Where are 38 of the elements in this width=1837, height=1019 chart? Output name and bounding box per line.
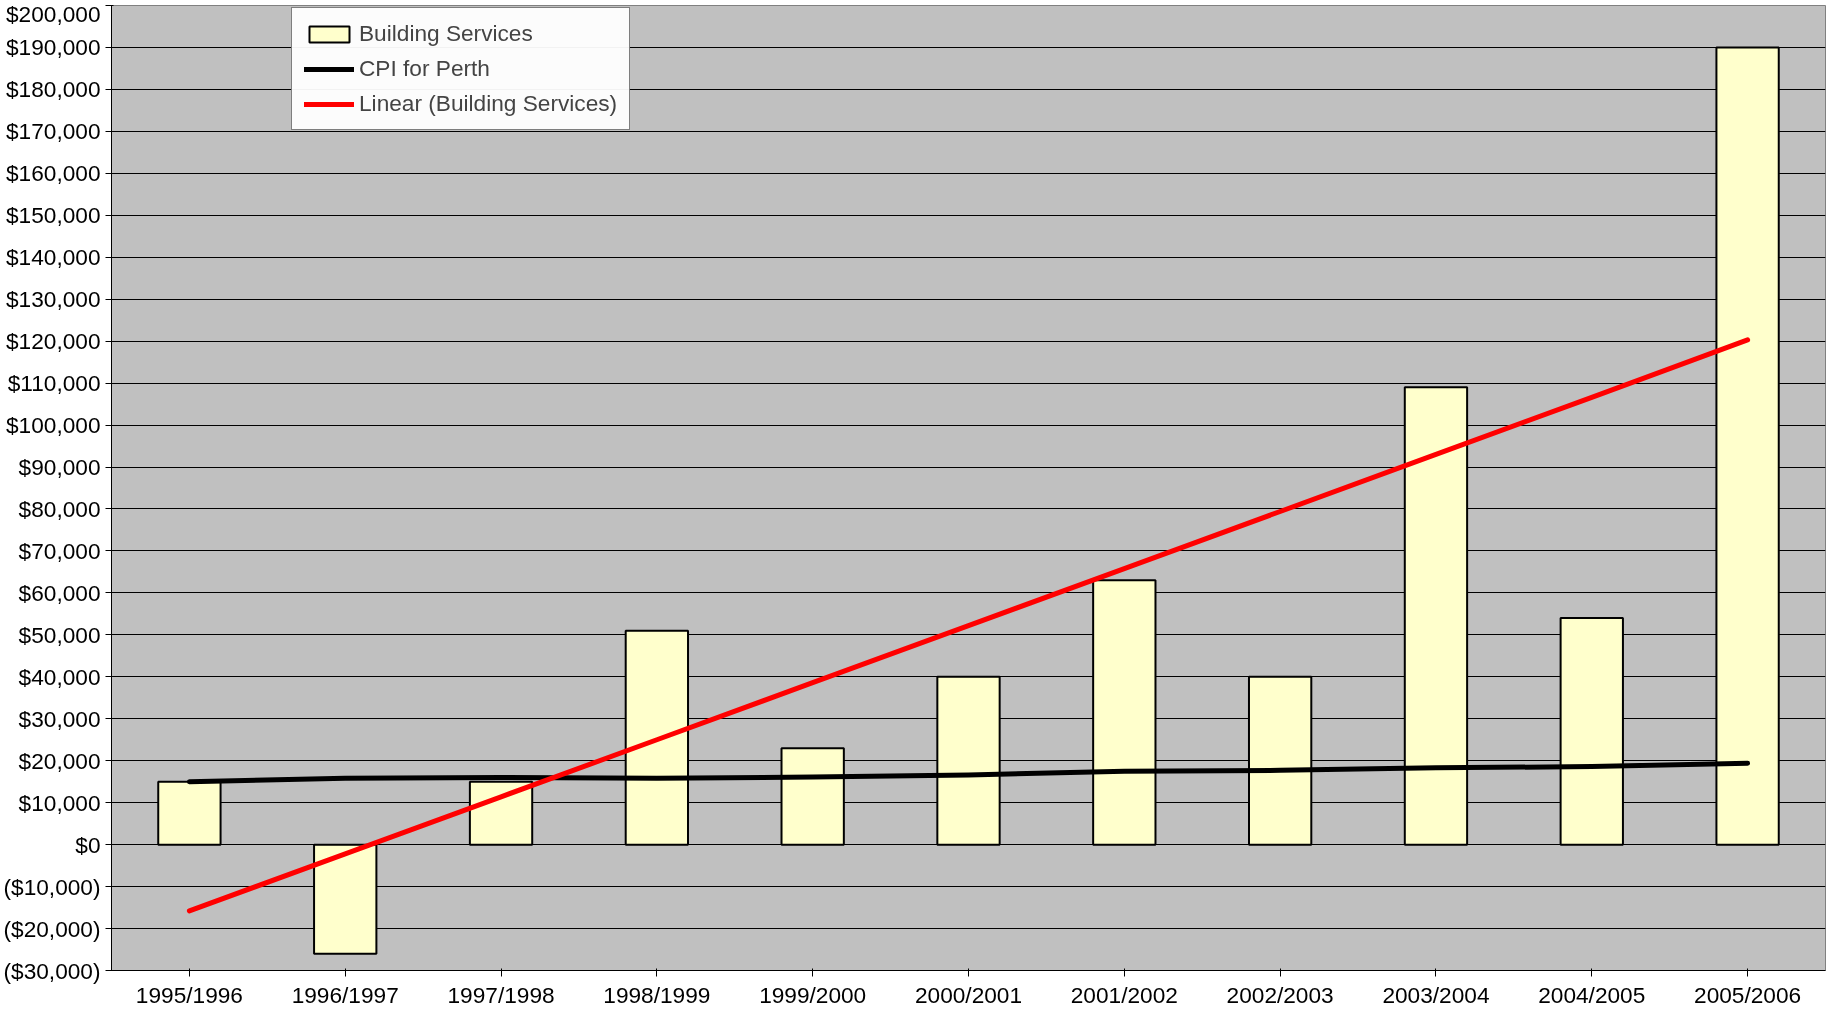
y-tick-label: $80,000 bbox=[18, 495, 101, 522]
x-tick-label: 2004/2005 bbox=[1538, 981, 1646, 1008]
y-tick-label: $50,000 bbox=[18, 621, 101, 648]
y-tick-label: $170,000 bbox=[6, 118, 101, 145]
y-tick-label: $150,000 bbox=[6, 202, 101, 229]
x-tick-label: 2002/2003 bbox=[1226, 981, 1334, 1008]
x-tick-label: 2003/2004 bbox=[1382, 981, 1490, 1008]
legend-label: Linear (Building Services) bbox=[359, 90, 618, 117]
y-tick-label: $130,000 bbox=[6, 286, 101, 313]
y-tick-label: ($20,000) bbox=[3, 915, 101, 942]
x-tick-label: 2001/2002 bbox=[1070, 981, 1178, 1008]
legend-label: Building Services bbox=[359, 20, 533, 47]
y-tick-label: $110,000 bbox=[7, 370, 101, 397]
y-tick-label: $180,000 bbox=[6, 76, 101, 103]
legend-label: CPI for Perth bbox=[359, 55, 490, 82]
x-tick-label: 1998/1999 bbox=[603, 981, 711, 1008]
y-tick-label: ($10,000) bbox=[3, 873, 101, 900]
y-tick-label: $40,000 bbox=[18, 663, 101, 690]
x-tick-label: 1999/2000 bbox=[759, 981, 867, 1008]
y-tick-label: $30,000 bbox=[18, 705, 101, 732]
y-tick-label: $160,000 bbox=[6, 160, 101, 187]
x-tick-label: 2005/2006 bbox=[1694, 981, 1802, 1008]
y-tick-label: $90,000 bbox=[18, 454, 101, 481]
y-tick-label: $120,000 bbox=[6, 328, 101, 355]
y-tick-label: $20,000 bbox=[18, 747, 101, 774]
x-tick-label: 1997/1998 bbox=[447, 981, 555, 1008]
y-tick-label: $200,000 bbox=[6, 0, 101, 27]
y-tick-label: $100,000 bbox=[6, 412, 101, 439]
y-tick-label: $190,000 bbox=[6, 34, 101, 61]
x-tick-label: 1996/1997 bbox=[291, 981, 399, 1008]
y-tick-label: $0 bbox=[75, 831, 101, 858]
y-tick-label: $140,000 bbox=[6, 244, 101, 271]
y-tick-label: $70,000 bbox=[18, 537, 101, 564]
x-tick-label: 1995/1996 bbox=[135, 981, 243, 1008]
x-tick-label: 2000/2001 bbox=[914, 981, 1023, 1008]
y-tick-label: $60,000 bbox=[18, 579, 101, 606]
y-tick-label: $10,000 bbox=[18, 789, 101, 816]
y-tick-label: ($30,000) bbox=[3, 957, 101, 984]
